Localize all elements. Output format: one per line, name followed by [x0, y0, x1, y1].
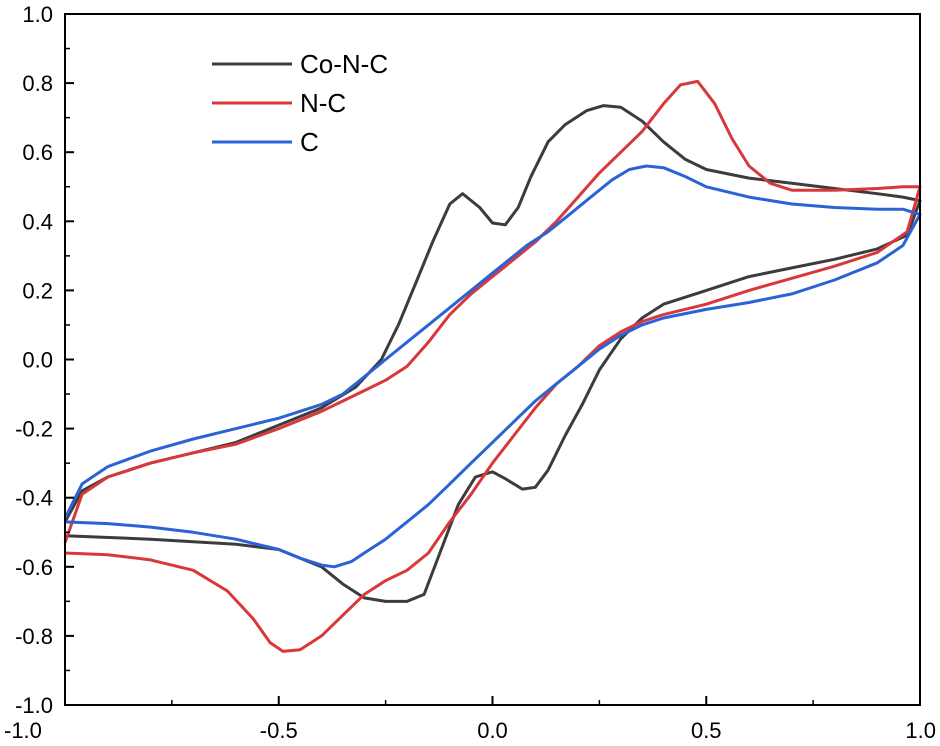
series-line-co-n-c	[63, 104, 922, 603]
y-tick-label: 0.0	[22, 348, 53, 373]
legend-label: C	[300, 127, 319, 157]
y-tick-label: -1.0	[15, 693, 53, 718]
y-tick-label: -0.6	[15, 555, 53, 580]
y-tick-label: 0.4	[22, 209, 53, 234]
y-tick-label: 0.2	[22, 278, 53, 303]
legend-label: N-C	[300, 88, 346, 118]
legend-label: Co-N-C	[300, 49, 388, 79]
plot-frame	[64, 13, 921, 706]
series-line-c	[63, 164, 922, 569]
y-tick-label: -0.2	[15, 417, 53, 442]
legend: Co-N-C N-C C	[212, 49, 388, 157]
y-tick-label: -0.4	[15, 486, 53, 511]
x-tick-label: 1.0	[905, 718, 936, 743]
x-tick-label: 0.5	[691, 718, 722, 743]
x-tick-label: 0.0	[477, 718, 508, 743]
series-layer	[63, 79, 922, 653]
x-tick-label: -0.5	[260, 718, 298, 743]
y-tick-label: 0.6	[22, 140, 53, 165]
x-tick-label: -1.0	[4, 718, 42, 743]
y-tick-label: 1.0	[22, 2, 53, 27]
y-tick-label: 0.8	[22, 71, 53, 96]
series-line-n-c	[63, 79, 922, 653]
y-tick-label: -0.8	[15, 624, 53, 649]
ticks-layer: 1.0 0.8 0.6 0.4 0.2 0.0 -0.2 -0.4 -0.6 -0.8 -1.0-1…	[4, 2, 936, 743]
